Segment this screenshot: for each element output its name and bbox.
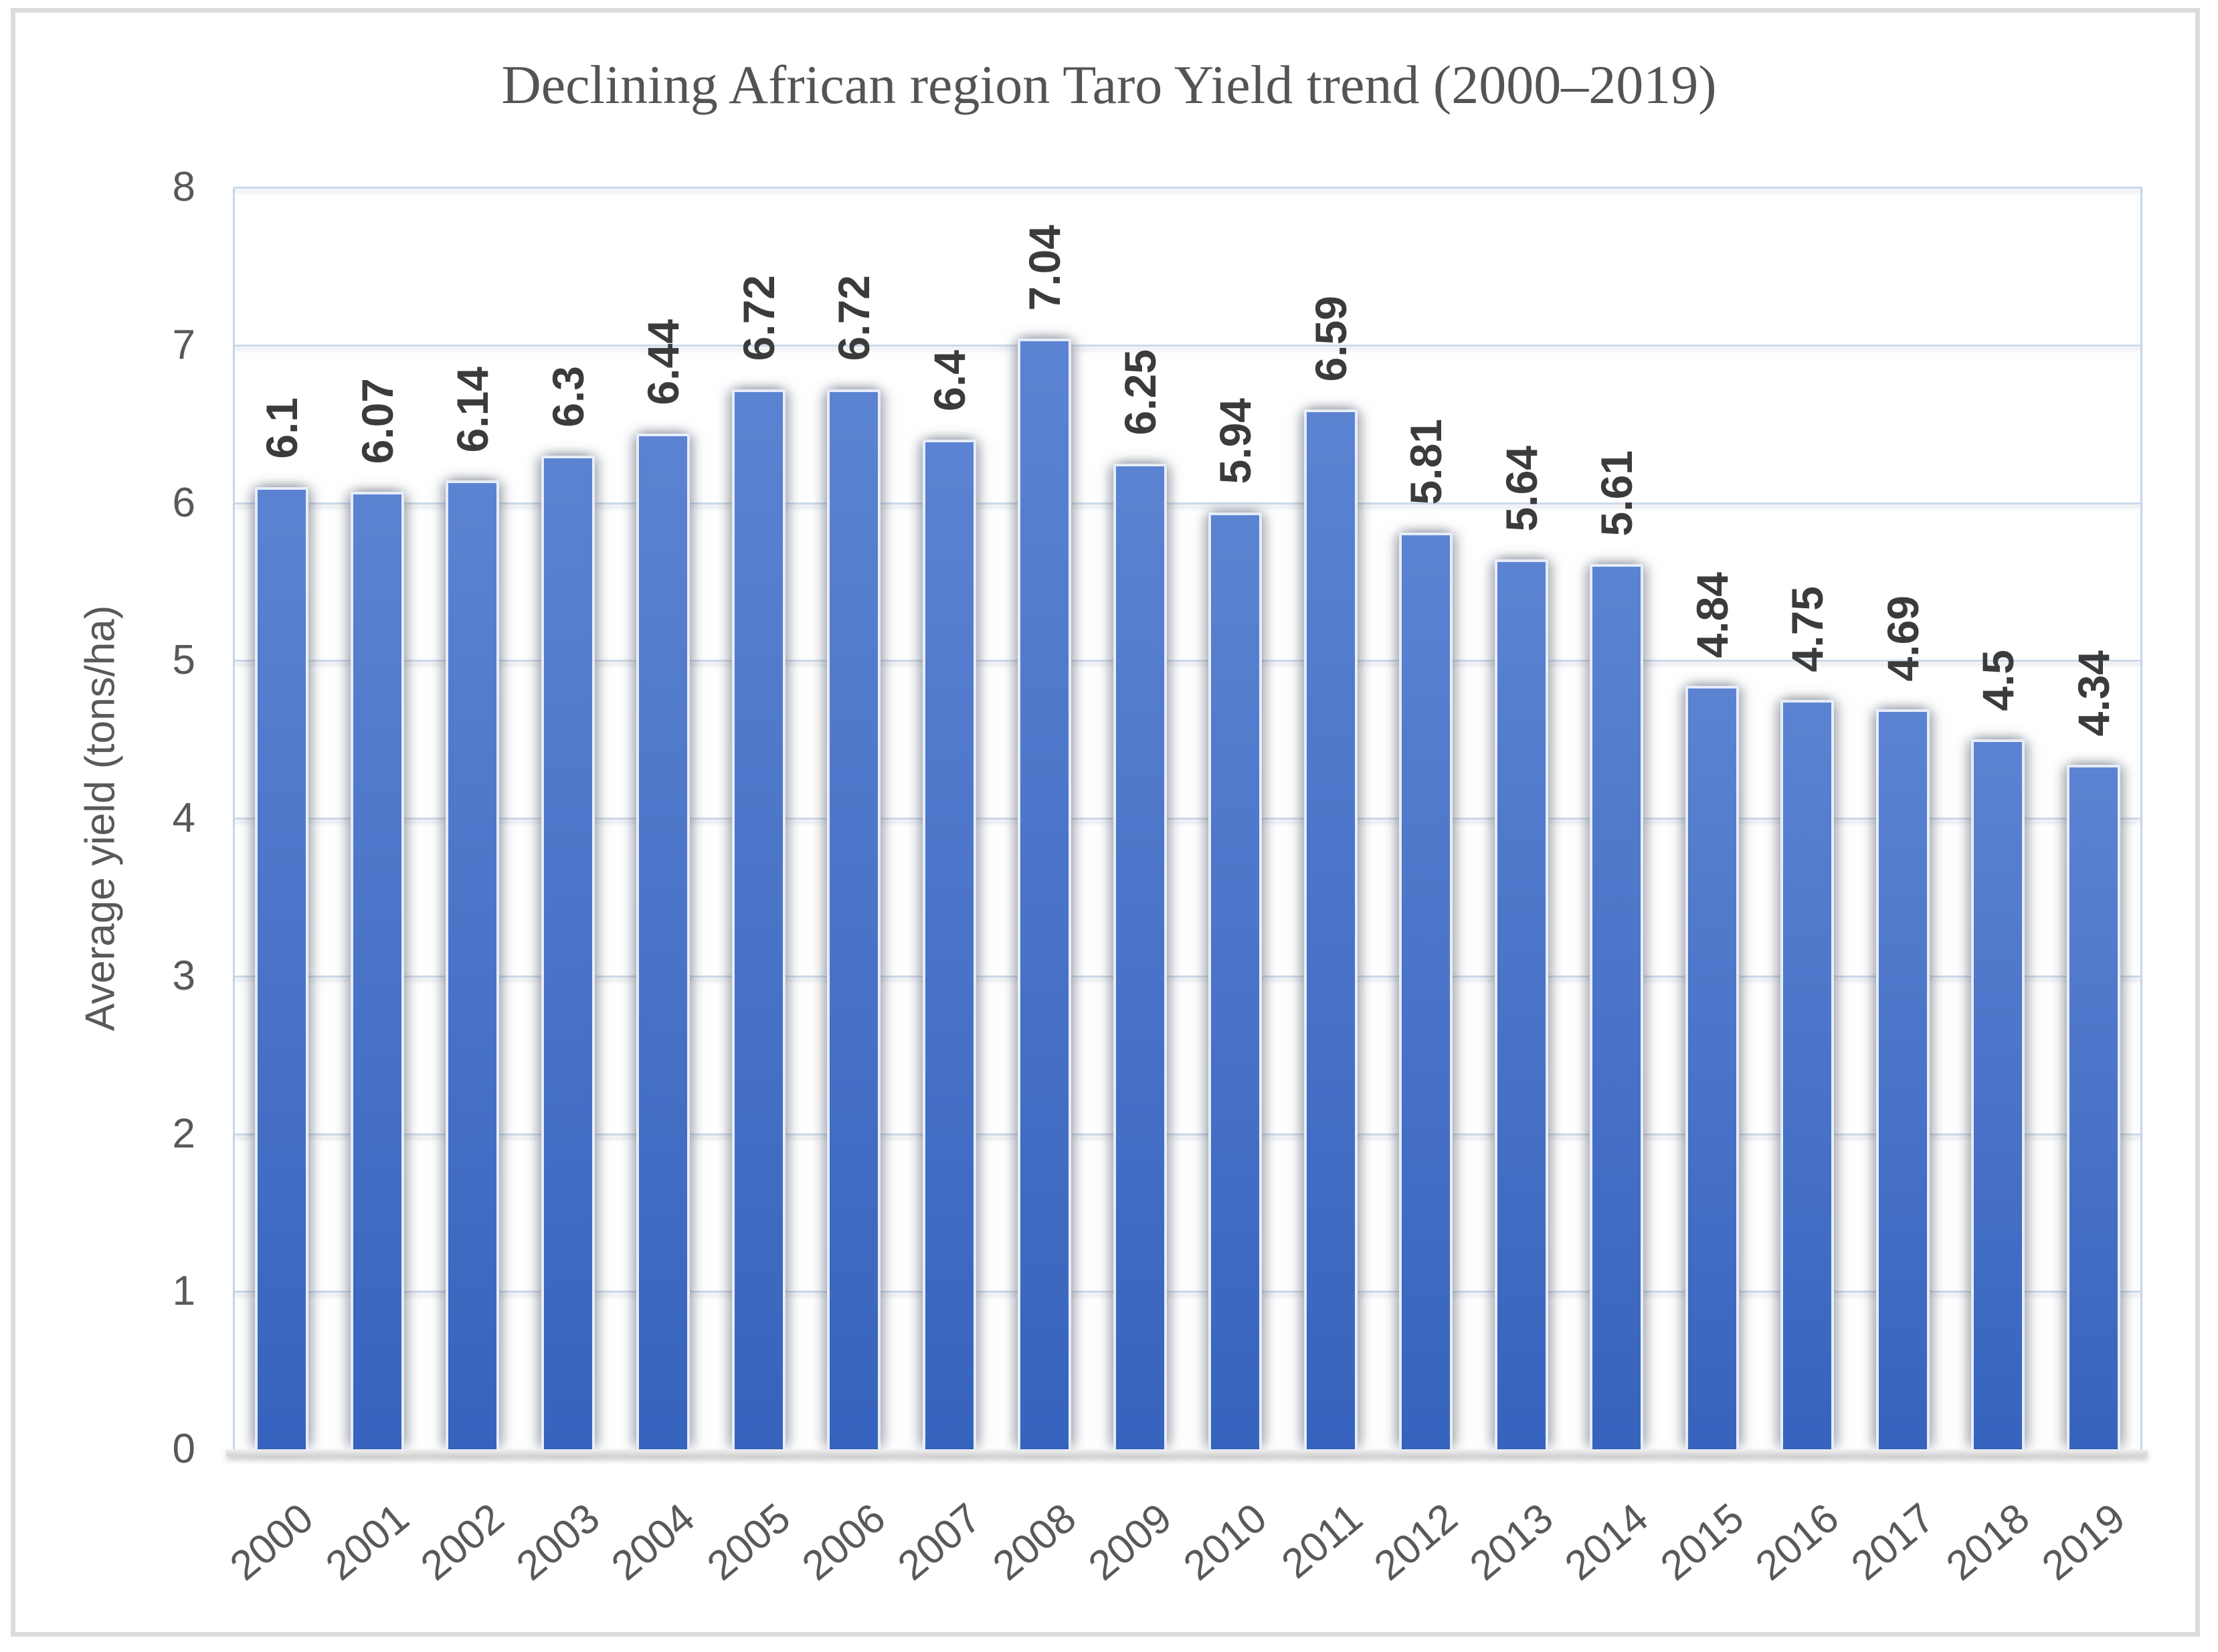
bar-value-label: 5.94 <box>1210 398 1261 484</box>
bar-value-label: 5.64 <box>1496 445 1546 532</box>
y-tick-label: 6 <box>172 479 195 526</box>
bar <box>827 389 881 1449</box>
y-tick-label: 4 <box>172 795 195 841</box>
bar <box>255 486 309 1449</box>
bar-value-label: 6.25 <box>1115 349 1165 436</box>
bar-value-label: 6.44 <box>638 319 688 405</box>
bar-value-label: 4.75 <box>1782 585 1833 672</box>
bar <box>1494 559 1548 1449</box>
bar <box>1971 739 2025 1449</box>
bar-value-label: 4.5 <box>1973 650 2023 712</box>
bar <box>1399 533 1453 1449</box>
bar <box>350 491 404 1449</box>
y-tick-label: 8 <box>172 164 195 210</box>
bar <box>2066 764 2120 1449</box>
bar-value-label: 6.72 <box>829 275 879 361</box>
y-tick-label: 3 <box>172 952 195 999</box>
bar <box>1018 339 1072 1449</box>
bar <box>1208 512 1263 1449</box>
bar <box>446 480 500 1449</box>
bar-value-label: 4.69 <box>1877 595 1928 682</box>
bar <box>1113 463 1167 1449</box>
bar-value-label: 7.04 <box>1020 224 1070 311</box>
bar <box>1590 564 1644 1449</box>
y-tick-label: 0 <box>172 1426 195 1472</box>
bar-value-label: 6.3 <box>543 366 593 428</box>
plot-right-border <box>2140 187 2142 1449</box>
gridline <box>234 344 2141 347</box>
bar-value-label: 4.84 <box>1687 571 1737 658</box>
gridline <box>234 660 2141 662</box>
gridline <box>234 975 2141 978</box>
bar <box>1780 700 1835 1449</box>
bar-value-label: 6.59 <box>1305 295 1356 382</box>
bar-value-label: 4.34 <box>2068 650 2118 737</box>
gridline <box>234 187 2141 189</box>
bar <box>1303 409 1358 1449</box>
bar-value-label: 6.14 <box>448 367 498 453</box>
bar <box>541 455 595 1449</box>
bar-value-label: 6.07 <box>352 377 402 464</box>
bar-value-label: 5.81 <box>1401 418 1451 505</box>
gridline <box>234 1291 2141 1293</box>
y-tick-label: 7 <box>172 321 195 368</box>
gridline <box>234 502 2141 504</box>
chart-outer-border <box>11 8 2200 1637</box>
bar <box>922 440 976 1449</box>
bar <box>1685 685 1739 1449</box>
gridline <box>234 818 2141 820</box>
bar-value-label: 5.61 <box>1592 450 1642 537</box>
bar <box>636 433 690 1449</box>
bar-value-label: 6.4 <box>924 350 974 412</box>
y-tick-label: 1 <box>172 1268 195 1315</box>
bar <box>731 389 785 1449</box>
y-tick-label: 2 <box>172 1110 195 1157</box>
y-tick-label: 5 <box>172 637 195 684</box>
y-axis-line <box>233 187 235 1449</box>
bar-value-label: 6.72 <box>733 275 783 361</box>
bar <box>1875 709 1930 1449</box>
bar-value-label: 6.1 <box>257 397 307 459</box>
x-axis-line <box>226 1449 2148 1456</box>
chart-title: Declining African region Taro Yield tren… <box>501 54 1717 115</box>
gridline <box>234 1133 2141 1135</box>
